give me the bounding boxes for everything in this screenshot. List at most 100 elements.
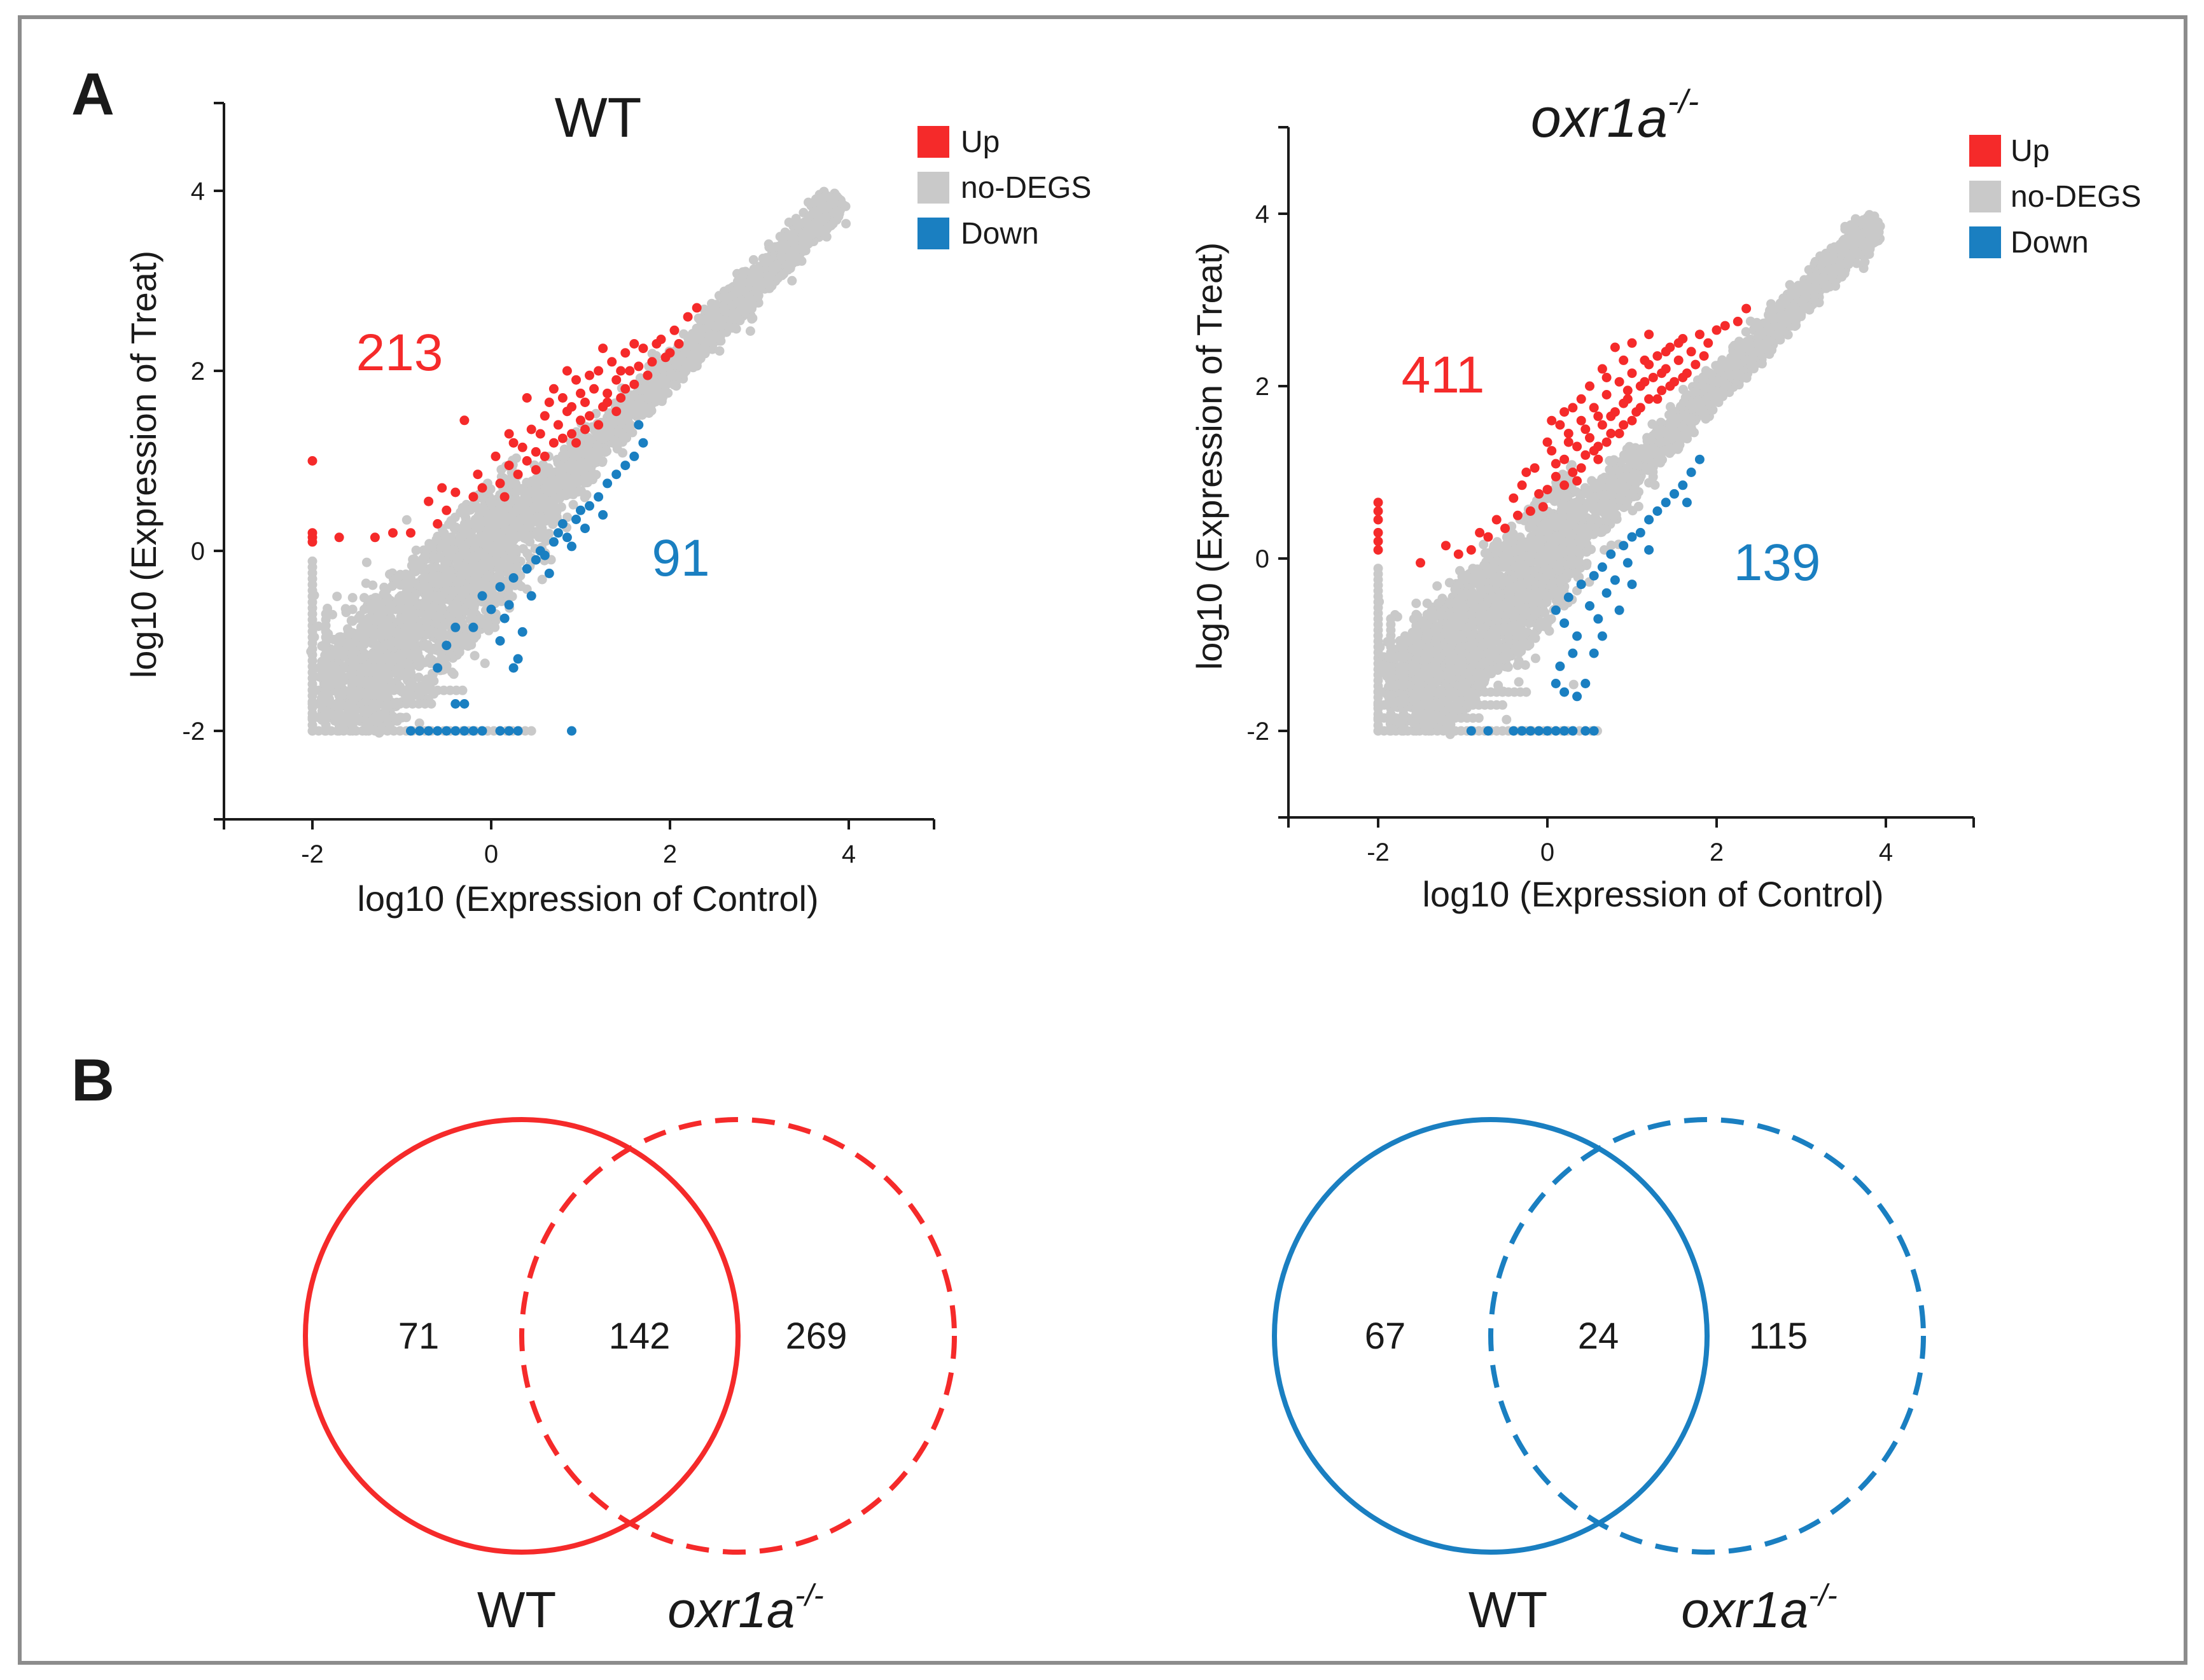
data-point-nodeg xyxy=(470,651,480,661)
data-point-nodeg xyxy=(507,546,517,557)
data-point-down xyxy=(504,726,514,736)
data-point-nodeg xyxy=(748,313,758,323)
data-point-nodeg xyxy=(347,639,358,649)
data-point-down xyxy=(486,604,496,614)
data-point-nodeg xyxy=(507,592,517,602)
data-point-nodeg xyxy=(426,606,436,616)
data-point-up xyxy=(603,388,613,398)
data-point-nodeg xyxy=(436,590,447,600)
data-point-nodeg xyxy=(371,604,381,614)
data-point-down xyxy=(495,726,505,736)
data-point-nodeg xyxy=(1757,359,1767,369)
data-point-down xyxy=(406,726,415,736)
data-point-nodeg xyxy=(669,380,679,390)
data-point-nodeg xyxy=(406,628,415,638)
data-point-nodeg xyxy=(371,639,381,649)
legend-label-nodeg: no-DEGS xyxy=(961,171,1091,205)
data-point-down xyxy=(499,613,510,623)
data-point-nodeg xyxy=(1568,679,1579,690)
data-point-up xyxy=(468,492,478,502)
data-point-up xyxy=(535,429,545,439)
panel-label-a: A xyxy=(71,60,115,127)
panel-label-b: B xyxy=(71,1046,115,1113)
data-point-nodeg xyxy=(382,639,393,649)
data-point-nodeg xyxy=(550,503,561,513)
data-point-down xyxy=(508,573,519,583)
y-tick-label: -2 xyxy=(182,718,205,746)
data-point-up xyxy=(567,429,576,439)
data-point-nodeg xyxy=(798,238,808,248)
data-point-nodeg xyxy=(828,219,838,229)
data-point-down xyxy=(531,555,541,565)
data-point-up xyxy=(499,492,510,502)
data-point-up xyxy=(531,465,541,475)
up-count-label: 213 xyxy=(356,324,443,382)
data-point-down xyxy=(504,600,514,610)
data-point-up xyxy=(620,384,631,394)
data-point-nodeg xyxy=(545,512,555,522)
data-point-nodeg xyxy=(736,296,746,306)
data-point-up xyxy=(567,402,576,412)
data-point-down xyxy=(567,541,576,552)
data-point-down xyxy=(548,537,559,547)
legend-swatch-up xyxy=(917,126,949,158)
data-point-nodeg xyxy=(491,507,501,517)
data-point-nodeg xyxy=(536,532,546,543)
data-point-nodeg xyxy=(391,575,401,585)
data-point-nodeg xyxy=(666,368,676,378)
data-point-nodeg xyxy=(650,389,660,399)
data-point-down xyxy=(598,510,608,520)
data-point-down xyxy=(495,582,505,592)
data-point-up xyxy=(307,456,317,466)
data-point-up xyxy=(334,532,344,543)
data-point-nodeg xyxy=(368,580,378,590)
data-point-nodeg xyxy=(555,491,566,501)
data-point-nodeg xyxy=(411,545,421,555)
data-point-down xyxy=(611,469,622,480)
data-point-up xyxy=(638,344,648,354)
data-point-up xyxy=(495,478,505,489)
data-point-nodeg xyxy=(417,554,428,564)
data-point-down xyxy=(433,663,443,673)
y-tick-label: 0 xyxy=(191,538,205,566)
data-point-nodeg xyxy=(382,604,393,614)
data-point-nodeg xyxy=(463,583,473,594)
scatter-points xyxy=(1373,210,1885,739)
data-point-up xyxy=(647,357,657,367)
x-tick-label: 4 xyxy=(842,840,856,868)
legend: Up no-DEGS Down xyxy=(917,125,1091,251)
data-point-nodeg xyxy=(371,651,381,662)
data-point-nodeg xyxy=(414,672,424,683)
data-point-nodeg xyxy=(540,499,550,509)
data-point-up xyxy=(643,370,653,380)
data-point-nodeg xyxy=(427,571,437,581)
data-point-nodeg xyxy=(748,255,758,265)
data-point-nodeg xyxy=(784,218,794,227)
data-point-nodeg xyxy=(359,593,369,603)
data-point-nodeg xyxy=(543,466,554,476)
data-point-nodeg xyxy=(736,277,746,287)
data-point-nodeg xyxy=(456,572,466,581)
data-point-up xyxy=(437,483,447,493)
x-tick-label: -2 xyxy=(301,840,324,868)
data-point-down xyxy=(629,451,639,461)
data-point-nodeg xyxy=(631,403,641,413)
data-point-up xyxy=(629,379,639,389)
data-point-nodeg xyxy=(832,206,842,216)
y-tick-label: 2 xyxy=(191,358,205,385)
data-point-up xyxy=(562,366,572,376)
data-point-nodeg xyxy=(371,663,381,673)
data-point-nodeg xyxy=(334,632,344,642)
data-point-nodeg xyxy=(347,651,358,662)
data-point-down xyxy=(468,726,478,736)
legend-swatch-down xyxy=(917,218,949,249)
data-point-up xyxy=(531,447,541,457)
data-point-down xyxy=(415,726,425,736)
data-point-nodeg xyxy=(776,251,786,261)
data-point-up xyxy=(660,352,671,363)
data-point-nodeg xyxy=(474,547,484,557)
data-point-nodeg xyxy=(382,628,393,638)
data-point-nodeg xyxy=(401,712,411,723)
scatter-points xyxy=(306,186,851,738)
